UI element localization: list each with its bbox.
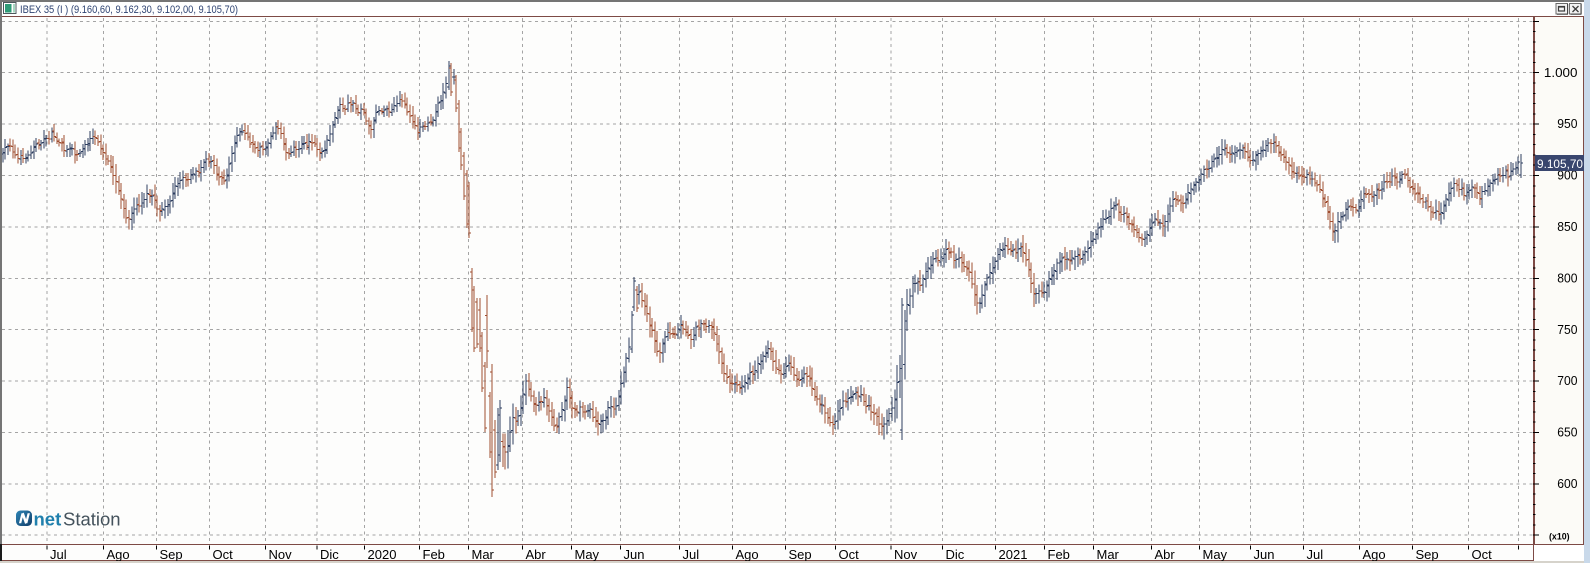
svg-text:Mar: Mar — [472, 547, 495, 562]
svg-text:Oct: Oct — [213, 547, 234, 562]
svg-text:IBEX 35 (I ) (9.160,60, 9.162,: IBEX 35 (I ) (9.160,60, 9.162,30, 9.102,… — [20, 4, 238, 16]
svg-text:Sep: Sep — [1416, 547, 1439, 562]
svg-text:(x10): (x10) — [1549, 532, 1570, 542]
svg-text:850: 850 — [1557, 219, 1577, 234]
svg-text:Ago: Ago — [107, 547, 130, 562]
svg-text:600: 600 — [1557, 476, 1577, 491]
svg-text:Abr: Abr — [526, 547, 547, 562]
svg-text:950: 950 — [1557, 116, 1577, 131]
svg-text:Oct: Oct — [1472, 547, 1493, 562]
svg-text:Jul: Jul — [1307, 547, 1324, 562]
svg-text:2020: 2020 — [368, 547, 397, 562]
svg-text:700: 700 — [1557, 373, 1577, 388]
svg-text:9.105,70: 9.105,70 — [1537, 157, 1583, 171]
svg-text:Nov: Nov — [269, 547, 293, 562]
svg-text:Ago: Ago — [736, 547, 759, 562]
svg-text:Nov: Nov — [894, 547, 918, 562]
svg-text:800: 800 — [1557, 270, 1577, 285]
svg-text:Oct: Oct — [839, 547, 860, 562]
svg-text:650: 650 — [1557, 425, 1577, 440]
svg-text:Ago: Ago — [1363, 547, 1386, 562]
svg-text:May: May — [1203, 547, 1228, 562]
svg-text:May: May — [575, 547, 600, 562]
svg-text:Dic: Dic — [320, 547, 339, 562]
svg-text:Jul: Jul — [50, 547, 67, 562]
svg-text:900: 900 — [1557, 168, 1577, 183]
svg-text:Jun: Jun — [624, 547, 645, 562]
svg-text:Sep: Sep — [160, 547, 183, 562]
svg-text:net: net — [34, 509, 62, 530]
svg-text:Jul: Jul — [683, 547, 700, 562]
svg-text:Abr: Abr — [1155, 547, 1176, 562]
svg-text:Feb: Feb — [1048, 547, 1070, 562]
svg-text:Feb: Feb — [423, 547, 445, 562]
svg-text:Sep: Sep — [789, 547, 812, 562]
svg-text:2021: 2021 — [999, 547, 1028, 562]
svg-text:1.000: 1.000 — [1544, 65, 1578, 80]
svg-text:Mar: Mar — [1097, 547, 1120, 562]
svg-text:Dic: Dic — [946, 547, 965, 562]
svg-text:Station: Station — [63, 509, 121, 530]
svg-text:Jun: Jun — [1254, 547, 1275, 562]
svg-text:750: 750 — [1557, 322, 1577, 337]
